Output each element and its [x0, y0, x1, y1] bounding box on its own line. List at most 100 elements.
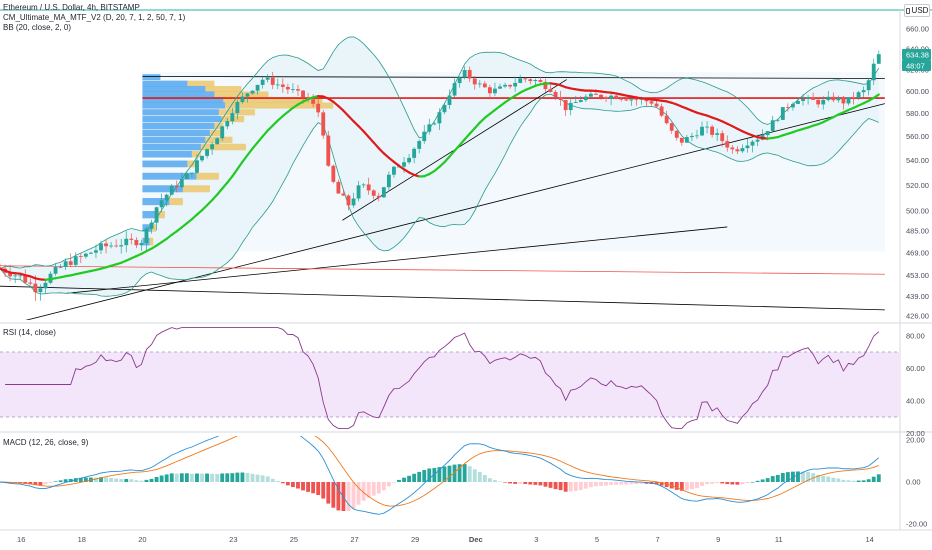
- candle-body: [28, 282, 33, 284]
- legend-rsi[interactable]: RSI (14, close): [3, 328, 56, 337]
- candle-body: [735, 149, 740, 152]
- candle-body: [841, 97, 846, 104]
- candle-body: [265, 77, 270, 80]
- macd-histogram-bar: [195, 473, 199, 482]
- time-tick: 5: [595, 535, 599, 544]
- legend-symbol[interactable]: Ethereum / U.S. Dollar, 4h, BITSTAMP: [3, 3, 140, 12]
- vp-row-yellow: [214, 122, 224, 130]
- candle-body: [669, 123, 674, 131]
- last-price-labels: 634.38 48:07: [902, 48, 931, 71]
- rsi-tick: 20.00: [906, 429, 925, 438]
- macd-histogram-bar: [705, 482, 709, 485]
- candle-body: [871, 63, 876, 81]
- macd-histogram-bar: [240, 472, 245, 482]
- trendline: [0, 285, 885, 311]
- time-axis[interactable]: 16 18 20 23 25 27 29 Dec 3 5 7 9 11 14: [17, 535, 874, 544]
- main-price-pane[interactable]: [0, 36, 885, 325]
- macd-histogram-bar: [386, 482, 391, 487]
- legend-bb-indicator[interactable]: BB (20, close, 2, 0): [3, 23, 72, 32]
- signal-line: [0, 436, 879, 507]
- vp-row-blue: [142, 74, 161, 81]
- macd-histogram-bar: [73, 478, 78, 482]
- macd-histogram-bar: [48, 482, 53, 483]
- macd-histogram-bar: [457, 464, 462, 482]
- vp-row-blue: [142, 96, 224, 104]
- macd-histogram-bar: [129, 479, 134, 482]
- candle-body: [43, 282, 48, 289]
- macd-histogram-bar: [119, 479, 124, 482]
- candle-body: [452, 83, 457, 96]
- price-tick: 540.00: [906, 156, 929, 165]
- candle-body: [119, 245, 124, 247]
- candle-body: [174, 185, 179, 188]
- candle-body: [487, 87, 492, 94]
- candle-body: [720, 133, 725, 142]
- ma-segment: [372, 141, 380, 150]
- candle-body: [124, 238, 129, 246]
- macd-histogram-bar: [351, 482, 356, 509]
- candle-body: [139, 242, 144, 246]
- macd-histogram-bar: [169, 473, 174, 482]
- ma-segment: [337, 104, 345, 112]
- price-tick: 469.00: [906, 248, 929, 257]
- candle-body: [296, 89, 300, 91]
- candle-body: [462, 70, 467, 78]
- time-tick: 7: [655, 535, 659, 544]
- candle-body: [482, 83, 487, 88]
- macd-histogram-bar: [871, 476, 876, 482]
- macd-pane[interactable]: [0, 419, 881, 515]
- price-tick: 453.00: [906, 271, 929, 280]
- ma-segment: [377, 147, 385, 155]
- price-tick: 485.00: [906, 226, 929, 235]
- legend-macd[interactable]: MACD (12, 26, close, 9): [3, 438, 89, 447]
- price-tick: 600.00: [906, 87, 929, 96]
- legend-ma-indicator[interactable]: CM_Ultimate_MA_MTF_V2 (D, 20, 7, 1, 2, 5…: [3, 13, 186, 22]
- ma-segment: [266, 124, 274, 132]
- macd-histogram-bar: [513, 482, 518, 484]
- candle-body: [311, 99, 316, 104]
- candle-body: [366, 184, 371, 191]
- macd-histogram-bar: [291, 482, 295, 488]
- macd-histogram-bar: [402, 477, 406, 482]
- rsi-pane[interactable]: [0, 327, 900, 429]
- candle-body: [765, 131, 770, 136]
- candle-body: [563, 100, 568, 111]
- candle-body: [427, 124, 432, 132]
- candle-body: [816, 99, 821, 105]
- macd-histogram-bar: [210, 473, 215, 482]
- candle-body: [740, 148, 745, 152]
- macd-histogram-bar: [422, 469, 427, 482]
- candle-body: [23, 275, 28, 283]
- macd-histogram-bar: [477, 472, 482, 482]
- candle-body: [149, 222, 154, 229]
- macd-histogram-bar: [134, 480, 139, 482]
- candle-body: [225, 121, 230, 127]
- currency-button[interactable]: USD: [904, 4, 930, 17]
- vp-row-yellow: [209, 129, 224, 137]
- vp-row-blue: [142, 198, 170, 206]
- macd-histogram-bar: [230, 473, 235, 482]
- vp-row-yellow: [182, 185, 210, 193]
- time-tick: 9: [716, 535, 720, 544]
- candle-body: [629, 99, 634, 101]
- candle-body: [437, 112, 442, 124]
- candlesticks: [0, 50, 881, 301]
- candle-body: [442, 104, 447, 113]
- ma-segment: [443, 155, 451, 164]
- macd-histogram-bar: [730, 482, 735, 485]
- macd-histogram-bar: [371, 482, 376, 496]
- candle-body: [457, 77, 462, 84]
- ma-segment: [347, 114, 355, 123]
- candle-body: [215, 138, 220, 145]
- time-tick: 18: [78, 535, 86, 544]
- candle-body: [326, 135, 331, 166]
- ma-segment: [362, 130, 370, 139]
- ma-segment: [246, 147, 254, 157]
- macd-histogram-bar: [366, 482, 371, 498]
- candle-body: [498, 86, 502, 89]
- candle-body: [109, 245, 114, 247]
- candle-body: [240, 96, 245, 103]
- macd-histogram-bar: [255, 474, 260, 482]
- candle-body: [528, 79, 533, 82]
